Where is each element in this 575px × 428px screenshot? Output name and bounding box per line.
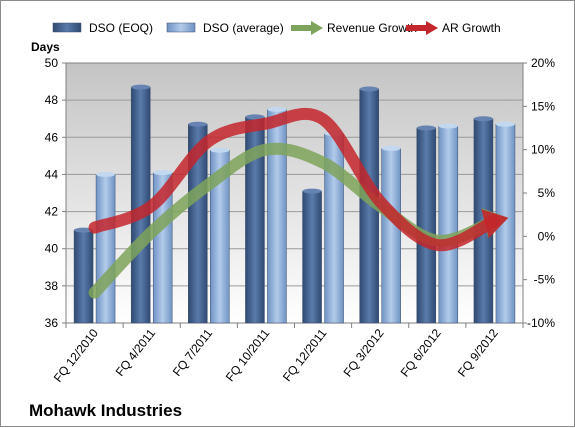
y2-tick-label: -10%	[527, 316, 555, 330]
bar-dso-eoq	[302, 190, 322, 324]
bar-top-dso-average	[381, 145, 401, 151]
x-tick-label: FQ 9/2012	[455, 326, 501, 380]
y-tick-label: 48	[45, 93, 59, 107]
x-tick-label: FQ 12/2011	[280, 326, 330, 384]
legend-arrow-ar-growth	[426, 21, 438, 35]
y2-tick-label: 0%	[538, 229, 556, 243]
bar-top-dso-average	[267, 106, 287, 112]
bar-top-dso-eoq	[245, 114, 265, 120]
bar-dso-eoq	[416, 127, 437, 324]
x-tick-label: FQ 7/2011	[170, 326, 216, 379]
legend-swatch-dso-eoq	[52, 22, 82, 33]
bar-top-dso-average	[495, 121, 515, 127]
y2-tick-label: 15%	[531, 99, 555, 113]
company-name: Mohawk Industries	[29, 401, 182, 420]
bar-top-dso-eoq	[131, 84, 151, 90]
y-tick-label: 36	[45, 316, 59, 330]
y2-tick-label: 5%	[538, 186, 556, 200]
y-tick-label: 50	[45, 56, 59, 70]
y-axis-title: Days	[31, 40, 60, 54]
line-ar-growth	[88, 107, 501, 252]
bar-dso-average	[267, 109, 287, 324]
bar-dso-average	[95, 174, 116, 324]
y-tick-label: 46	[45, 130, 59, 144]
bar-top-dso-average	[96, 171, 116, 177]
bar-top-dso-eoq	[416, 125, 436, 131]
x-tick-label: FQ 10/2011	[223, 326, 273, 384]
bar-top-dso-average	[153, 170, 173, 176]
bar-top-dso-average	[210, 147, 230, 153]
x-tick-label: FQ 4/2011	[113, 326, 159, 379]
y-tick-label: 42	[45, 205, 59, 219]
y-tick-label: 40	[45, 242, 59, 256]
bar-top-dso-average	[438, 123, 458, 129]
x-tick-label: FQ 12/2010	[51, 326, 101, 385]
bar-top-dso-eoq	[473, 116, 493, 122]
x-tick-label: FQ 6/2012	[398, 326, 444, 380]
legend-swatch-dso-average	[166, 22, 196, 33]
x-tick-label: FQ 3/2012	[341, 326, 387, 380]
legend-label-revenue-growth: Revenue Growth	[327, 21, 417, 35]
bar-dso-eoq	[73, 229, 94, 324]
y2-tick-label: 10%	[531, 143, 555, 157]
bar-top-dso-eoq	[302, 188, 322, 194]
y2-tick-label: -5%	[534, 273, 556, 287]
y2-tick-label: 20%	[531, 56, 555, 70]
legend-label-dso-eoq: DSO (EOQ)	[89, 21, 153, 35]
bar-top-dso-eoq	[74, 227, 94, 233]
y-tick-label: 44	[45, 167, 59, 181]
legend-label-dso-average: DSO (average)	[203, 21, 284, 35]
arrow-ar-growth	[481, 209, 509, 239]
legend-label-ar-growth: AR Growth	[442, 21, 501, 35]
legend-arrow-revenue-growth	[311, 21, 323, 35]
bar-dso-average	[381, 148, 401, 324]
bar-top-dso-eoq	[359, 86, 379, 92]
bar-dso-average	[438, 125, 459, 324]
bar-top-dso-eoq	[188, 121, 208, 127]
y-tick-label: 38	[45, 279, 59, 293]
